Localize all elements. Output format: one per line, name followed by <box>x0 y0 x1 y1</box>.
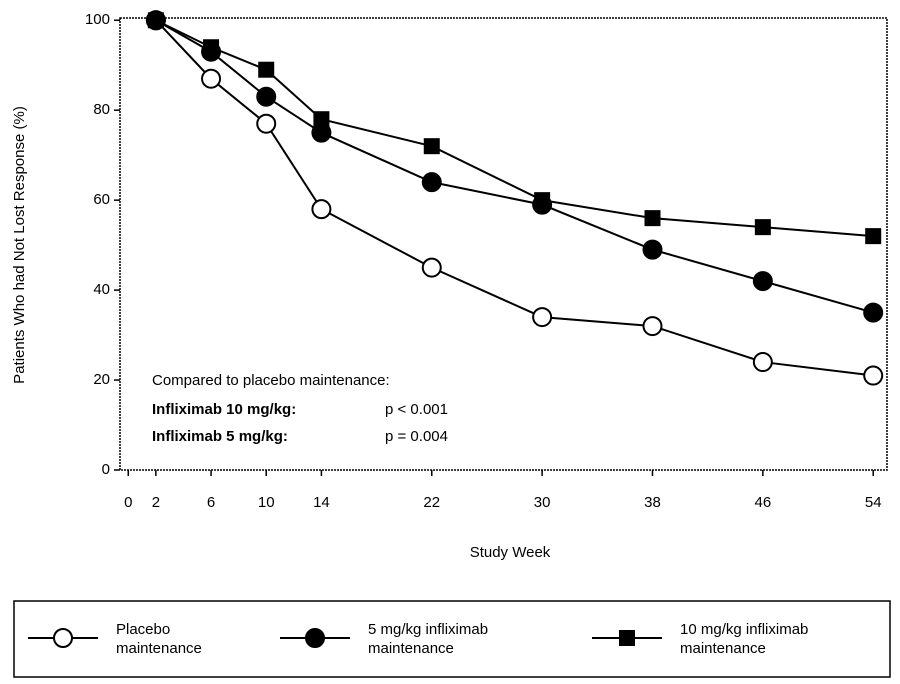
data-point <box>534 192 551 209</box>
data-point <box>865 228 882 245</box>
y-axis-label: Patients Who had Not Lost Response (%) <box>11 106 28 384</box>
x-tick-label: 2 <box>152 494 160 511</box>
y-tick-label: 80 <box>93 101 110 118</box>
data-point <box>421 172 442 193</box>
x-tick-label: 0 <box>124 494 132 511</box>
annotation-p: p = 0.004 <box>385 428 448 445</box>
x-tick-label: 54 <box>865 494 882 511</box>
annotation-heading: Compared to placebo maintenance: <box>152 372 390 389</box>
data-point <box>311 199 332 220</box>
annotation-label: Infliximab 5 mg/kg: <box>152 428 288 445</box>
legend-marker <box>619 630 635 646</box>
x-axis-label: Study Week <box>470 544 551 561</box>
data-point <box>644 210 661 227</box>
data-point <box>642 239 663 260</box>
x-tick-label: 6 <box>207 494 215 511</box>
legend-label: 10 mg/kg infliximab maintenance <box>680 621 809 657</box>
data-point <box>421 257 442 278</box>
legend-frame <box>13 600 891 678</box>
annotation-label: Infliximab 10 mg/kg: <box>152 401 296 418</box>
legend-marker <box>53 628 73 648</box>
annotation-p: p < 0.001 <box>385 401 448 418</box>
data-point <box>863 302 884 323</box>
data-point <box>147 12 164 29</box>
data-point <box>258 61 275 78</box>
y-tick-label: 0 <box>102 461 110 478</box>
y-tick-label: 40 <box>93 281 110 298</box>
data-point <box>532 307 553 328</box>
data-point <box>752 352 773 373</box>
x-tick-label: 14 <box>313 494 330 511</box>
x-tick-label: 46 <box>755 494 772 511</box>
plot-frame <box>119 17 888 471</box>
x-tick-label: 30 <box>534 494 551 511</box>
y-tick-label: 100 <box>85 11 110 28</box>
data-point <box>256 86 277 107</box>
data-point <box>642 316 663 337</box>
legend-marker <box>305 628 325 648</box>
data-point <box>256 113 277 134</box>
y-tick-label: 60 <box>93 191 110 208</box>
x-tick-label: 22 <box>423 494 440 511</box>
data-point <box>752 271 773 292</box>
legend-label: Placebo maintenance <box>116 621 202 657</box>
x-tick-label: 10 <box>258 494 275 511</box>
x-tick-label: 38 <box>644 494 661 511</box>
y-tick-label: 20 <box>93 371 110 388</box>
data-point <box>313 111 330 128</box>
data-point <box>423 138 440 155</box>
legend-label: 5 mg/kg infliximab maintenance <box>368 621 489 657</box>
data-point <box>201 68 222 89</box>
data-point <box>203 39 220 56</box>
data-point <box>863 365 884 386</box>
data-point <box>754 219 771 236</box>
